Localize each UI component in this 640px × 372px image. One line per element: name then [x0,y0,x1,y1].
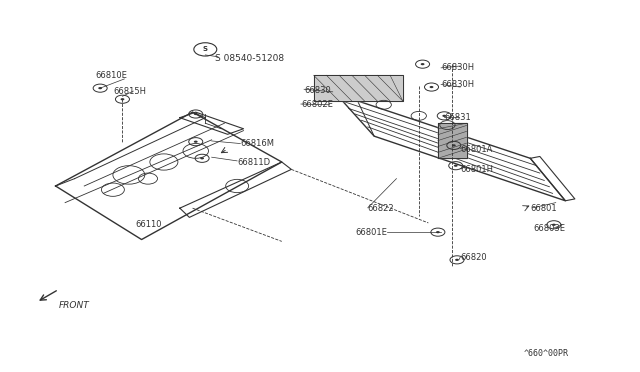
Text: 66831: 66831 [444,113,471,122]
Text: 66803E: 66803E [534,224,566,233]
Text: 66811D: 66811D [237,157,270,167]
Text: 66820: 66820 [460,253,487,263]
Circle shape [552,224,556,226]
Circle shape [420,63,424,65]
Text: 66810E: 66810E [96,71,127,80]
Text: 66802E: 66802E [301,100,333,109]
Polygon shape [438,123,467,158]
Text: 66801E: 66801E [355,228,387,237]
Text: S: S [203,46,208,52]
Polygon shape [314,75,403,101]
Circle shape [99,87,102,89]
Circle shape [454,164,458,167]
Circle shape [194,141,198,143]
Text: S 08540-51208: S 08540-51208 [215,54,284,63]
Text: 66801: 66801 [531,203,557,213]
Text: 66830H: 66830H [441,80,474,89]
Text: 66110: 66110 [135,220,162,229]
Circle shape [455,259,459,261]
Text: 66822: 66822 [368,203,394,213]
Text: 66801H: 66801H [460,165,493,174]
Circle shape [442,115,446,117]
Text: 66830H: 66830H [441,63,474,72]
Circle shape [436,231,440,233]
Text: ^660^00PR: ^660^00PR [524,350,569,359]
Circle shape [194,113,198,115]
Text: 66816M: 66816M [241,139,275,148]
Text: 66801A: 66801A [460,145,493,154]
Circle shape [429,86,433,88]
Text: 66815H: 66815H [113,87,146,96]
Text: FRONT: FRONT [59,301,90,311]
Text: 66830: 66830 [304,86,331,94]
Circle shape [200,157,204,160]
Circle shape [452,144,456,147]
Circle shape [120,98,124,100]
